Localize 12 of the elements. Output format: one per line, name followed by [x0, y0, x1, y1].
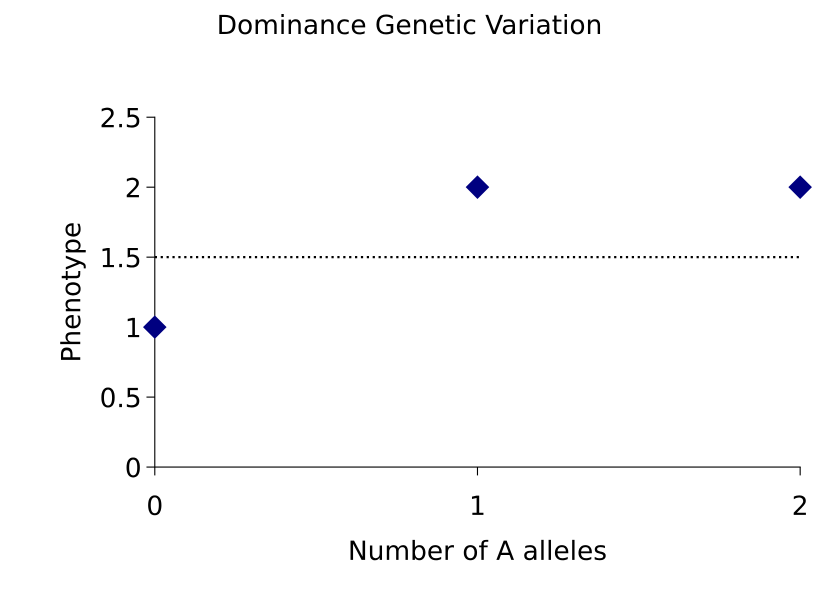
- x-tick-label: 1: [472, 496, 484, 515]
- x-tick-label: 2: [794, 495, 806, 515]
- chart-title: Dominance Genetic Variation: [219, 14, 600, 34]
- y-tick-label: 1.5: [102, 248, 140, 268]
- y-tick-label: 1: [128, 318, 140, 338]
- y-axis-title: Phenotype: [60, 223, 86, 360]
- y-tick-label: 0: [126, 458, 140, 478]
- x-axis-title: Number of A alleles: [350, 540, 606, 560]
- x-tick-label: 0: [148, 495, 162, 516]
- y-tick-label: 0.5: [101, 388, 140, 408]
- y-tick-label: 2.5: [102, 108, 140, 128]
- y-tick-label: 2: [126, 178, 139, 198]
